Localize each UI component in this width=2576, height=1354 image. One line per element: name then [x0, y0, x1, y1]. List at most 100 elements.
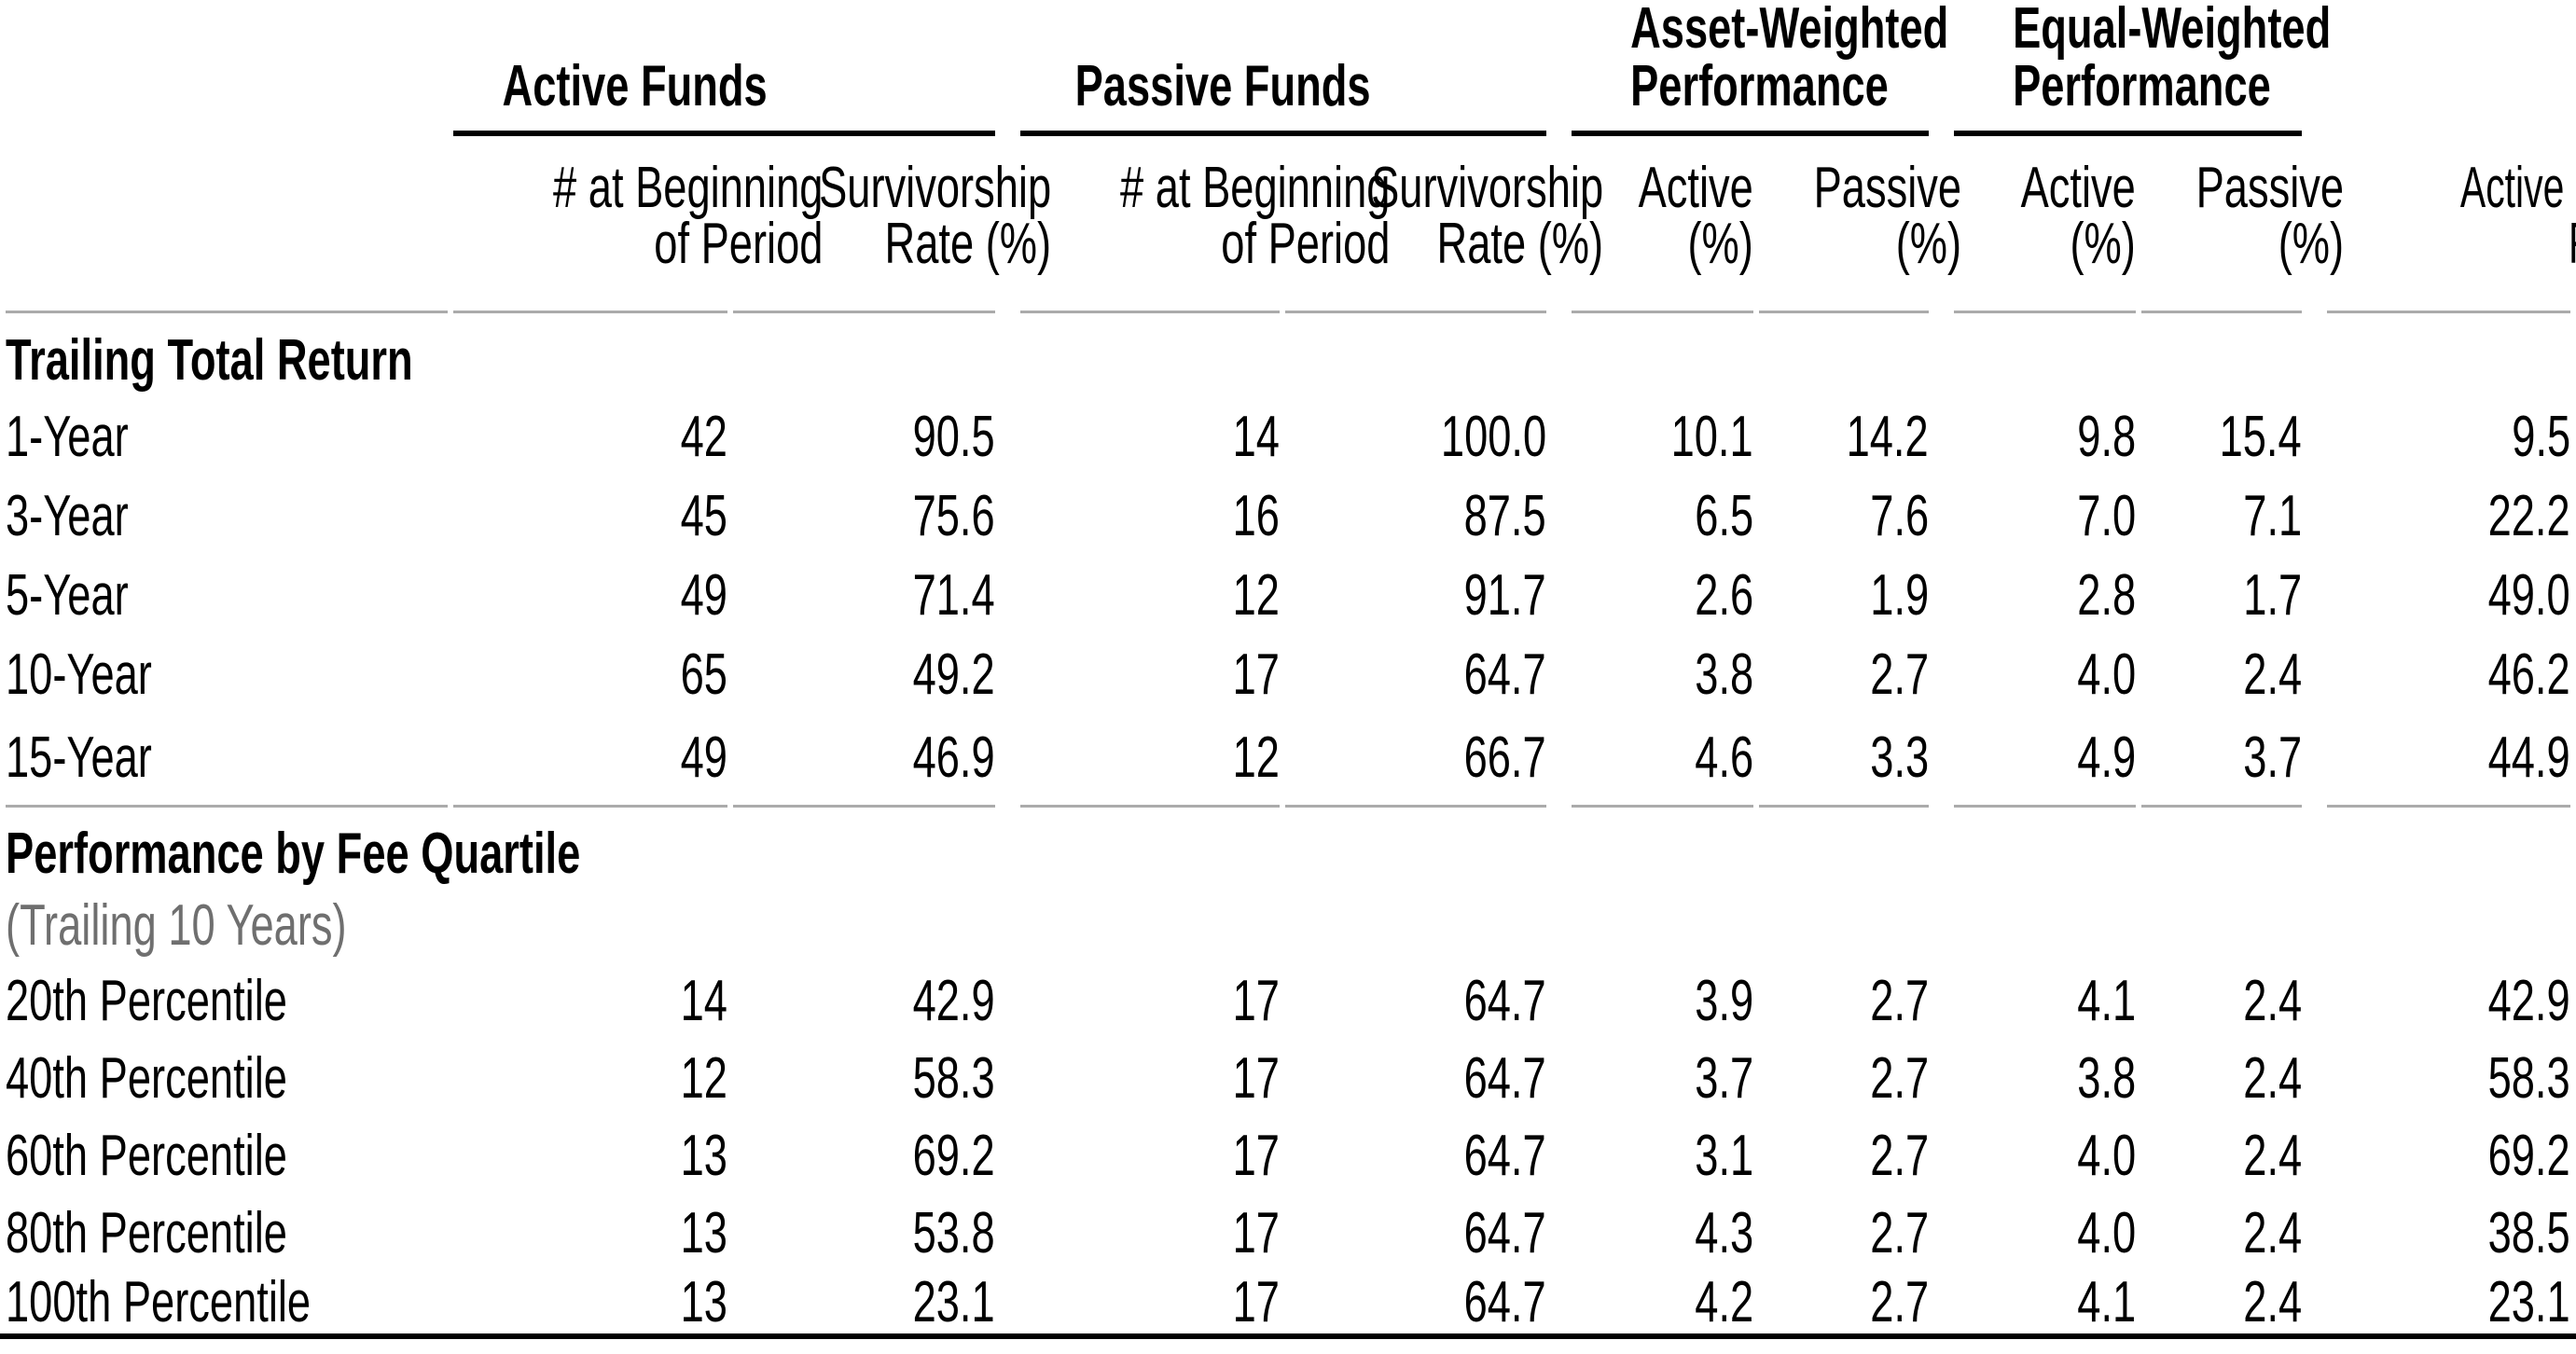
cell-aw-active: 3.9: [1695, 968, 1754, 1033]
column-gap: [1934, 397, 1948, 477]
cell-passive-count: 14: [1232, 404, 1281, 469]
cell-active-success-rate: 23.1: [2487, 1270, 2571, 1334]
cell-ew-passive: 2.4: [2243, 1045, 2303, 1111]
column-gap: [1001, 962, 1015, 1040]
cell-active-success-rate: 22.2: [2487, 483, 2571, 548]
column-gap: [1001, 477, 1015, 556]
column-gap: [2307, 962, 2321, 1040]
cell-active-survivorship: 69.2: [912, 1123, 996, 1188]
cell-active-survivorship: 75.6: [912, 483, 996, 548]
cell-passive-survivorship: 64.7: [1463, 968, 1547, 1033]
cell-active-count: 13: [680, 1200, 727, 1265]
cell-ew-active: 2.8: [2077, 562, 2137, 628]
corner-cell: [6, 0, 448, 136]
row-label: 15-Year: [6, 714, 448, 808]
cell-aw-passive: 2.7: [1870, 1200, 1930, 1265]
section-subtitle-row: (Trailing 10 Years): [6, 890, 2570, 962]
colhead-asset-weighted-passive: Passive (%): [1759, 136, 1961, 313]
column-gap: [2307, 1272, 2321, 1333]
group-header-passive-funds: Passive Funds: [1020, 0, 1547, 136]
column-gap: [1552, 477, 1566, 556]
table-row-3-year: 3-Year 45 75.6 16 87.5 6.5 7.6 7.0 7.1 2…: [6, 477, 2570, 556]
colhead-asset-weighted-active: Active (%): [1572, 136, 1754, 313]
cell-passive-survivorship: 64.7: [1463, 1045, 1547, 1111]
cell-passive-survivorship: 64.7: [1463, 642, 1547, 707]
cell-aw-passive: 7.6: [1870, 483, 1930, 548]
cell-aw-active: 4.6: [1572, 714, 1754, 808]
cell-passive-count: 17: [1232, 1200, 1281, 1265]
row-label: 60th Percentile: [6, 1123, 287, 1188]
column-gap: [2307, 556, 2321, 635]
cell-ew-active: 4.1: [2077, 1270, 2137, 1334]
column-gap: [1552, 1195, 1566, 1272]
cell-ew-active: 4.0: [2077, 642, 2137, 707]
cell-aw-active: 3.7: [1695, 1045, 1754, 1111]
column-header-row: # at Beginning of Period Survivorship Rate…: [6, 136, 2576, 313]
column-gap: [1934, 1040, 1948, 1117]
section-title-performance-by-fee-quartile: Performance by Fee Quartile: [6, 822, 581, 886]
cell-active-success-rate: 44.9: [2327, 714, 2571, 808]
row-label: 20th Percentile: [6, 968, 287, 1033]
column-gap: [1001, 635, 1015, 714]
row-label: 5-Year: [6, 562, 129, 628]
cell-aw-passive: 2.7: [1870, 968, 1930, 1033]
group-header-empty-success: [2327, 0, 2570, 136]
column-gap: [1934, 962, 1948, 1040]
cell-active-survivorship: 46.9: [733, 714, 996, 808]
column-gap: [1552, 714, 1566, 808]
cell-ew-passive: 2.4: [2243, 1270, 2303, 1334]
column-gap: [1552, 556, 1566, 635]
cell-aw-passive: 3.3: [1759, 714, 1930, 808]
cell-ew-active: 4.0: [2077, 1123, 2137, 1188]
cell-active-count: 42: [680, 404, 727, 469]
cell-aw-active: 4.2: [1695, 1270, 1754, 1334]
group-header-equal-weighted: Equal-Weighted Performance: [1954, 0, 2331, 136]
column-gap: [1001, 0, 1015, 136]
row-label: 100th Percentile: [6, 1270, 312, 1334]
table-row-5-year: 5-Year 49 71.4 12 91.7 2.6 1.9 2.8 1.7 4…: [6, 556, 2570, 635]
column-gap: [1552, 635, 1566, 714]
cell-ew-passive: 3.7: [2141, 714, 2303, 808]
cell-aw-active: 4.3: [1695, 1200, 1754, 1265]
cell-passive-count: 12: [1232, 562, 1281, 628]
cell-active-count: 13: [680, 1123, 727, 1188]
cell-active-success-rate: 49.0: [2487, 562, 2571, 628]
column-gap: [2307, 397, 2321, 477]
cell-active-success-rate: 38.5: [2487, 1200, 2571, 1265]
column-gap: [1552, 0, 1566, 136]
colhead-equal-weighted-passive: Passive (%): [2141, 136, 2344, 313]
row-label: 80th Percentile: [6, 1200, 287, 1265]
cell-aw-passive: 1.9: [1870, 562, 1930, 628]
column-gap: [2307, 635, 2321, 714]
cell-ew-passive: 2.4: [2243, 642, 2303, 707]
group-label: Passive Funds: [1074, 54, 1371, 118]
cell-active-survivorship: 71.4: [912, 562, 996, 628]
column-gap: [1001, 1040, 1015, 1117]
row-label: 10-Year: [6, 642, 152, 707]
cell-passive-count: 17: [1232, 1123, 1281, 1188]
table-row-10-year: 10-Year 65 49.2 17 64.7 3.8 2.7 4.0 2.4 …: [6, 635, 2570, 714]
cell-active-count: 45: [680, 483, 727, 548]
table-row-1-year: 1-Year 42 90.5 14 100.0 10.1 14.2 9.8 15…: [6, 397, 2570, 477]
cell-aw-passive: 2.7: [1870, 642, 1930, 707]
colhead-row-labels: [6, 136, 448, 313]
table-row-40th-percentile: 40th Percentile 12 58.3 17 64.7 3.7 2.7 …: [6, 1040, 2570, 1117]
cell-active-count: 13: [680, 1270, 727, 1334]
cell-passive-survivorship: 64.7: [1463, 1123, 1547, 1188]
colhead-passive-count: # at Beginning of Period: [1020, 136, 1390, 313]
cell-aw-passive: 2.7: [1870, 1123, 1930, 1188]
colhead-passive-survivorship: Survivorship Rate (%): [1285, 136, 1603, 313]
column-gap: [2307, 1040, 2321, 1117]
cell-ew-active: 4.0: [2077, 1200, 2137, 1265]
cell-active-survivorship: 23.1: [912, 1270, 996, 1334]
cell-passive-survivorship: 87.5: [1463, 483, 1547, 548]
cell-active-survivorship: 42.9: [912, 968, 996, 1033]
cell-ew-passive: 1.7: [2243, 562, 2303, 628]
cell-passive-survivorship: 66.7: [1285, 714, 1547, 808]
cell-ew-active: 7.0: [2077, 483, 2137, 548]
column-gap: [1552, 1040, 1566, 1117]
group-header-asset-weighted: Asset-Weighted Performance: [1572, 0, 1948, 136]
column-gap: [1001, 714, 1015, 808]
group-label: Active Funds: [502, 54, 768, 118]
